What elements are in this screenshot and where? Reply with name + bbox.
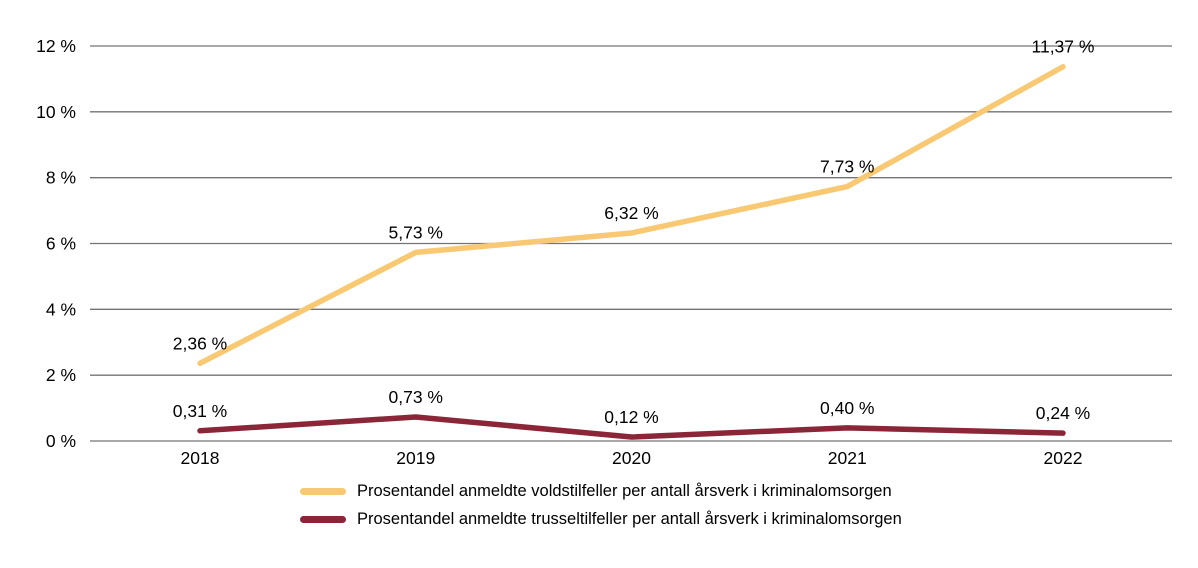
y-axis-tick-label: 4 % (46, 299, 76, 319)
legend-swatch-trusseltilfeller (300, 516, 346, 524)
line-chart-plot-area: 12 % 10 % 8 % 6 % 4 % 2 % 0 % 2018 2019 2020 2021 2… (36, 36, 1172, 468)
data-point-label: 0,73 % (389, 387, 443, 407)
data-point-label: 5,73 % (389, 222, 443, 242)
legend-item-voldstilfeller: Prosentandel anmeldte voldstilfeller per… (300, 482, 902, 502)
y-axis-tick-label: 6 % (46, 234, 76, 254)
data-point-label: 0,12 % (604, 407, 658, 427)
legend: Prosentandel anmeldte voldstilfeller per… (300, 482, 902, 530)
x-axis-year-label: 2022 (1044, 448, 1083, 468)
data-point-label: 7,73 % (820, 157, 874, 177)
series-line-trusseltilfeller (197, 414, 1066, 440)
data-point-label: 0,24 % (1036, 403, 1090, 423)
legend-label-trusseltilfeller: Prosentandel anmeldte trusseltilfeller p… (357, 509, 902, 528)
x-axis-year-label: 2020 (612, 448, 651, 468)
x-axis-year-label: 2021 (828, 448, 867, 468)
y-axis-tick-label: 12 % (36, 36, 76, 56)
legend-item-trusseltilfeller: Prosentandel anmeldte trusseltilfeller p… (300, 510, 902, 530)
x-axis-year-label: 2019 (396, 448, 435, 468)
y-axis-tick-label: 8 % (46, 168, 76, 188)
legend-label-voldstilfeller: Prosentandel anmeldte voldstilfeller per… (357, 482, 892, 500)
legend-swatch-voldstilfeller (300, 488, 346, 496)
y-axis-tick-label: 2 % (46, 365, 76, 385)
data-point-label: 11,37 % (1032, 37, 1095, 57)
y-axis-tick-label: 10 % (36, 102, 76, 122)
series-line-voldstilfeller (197, 63, 1066, 367)
data-point-label: 2,36 % (173, 333, 227, 353)
y-axis-tick-label: 0 % (46, 431, 76, 451)
data-point-label: 0,40 % (820, 398, 874, 418)
data-point-label: 0,31 % (173, 401, 227, 421)
x-axis-year-label: 2018 (181, 448, 220, 468)
data-point-label: 6,32 % (604, 203, 658, 223)
